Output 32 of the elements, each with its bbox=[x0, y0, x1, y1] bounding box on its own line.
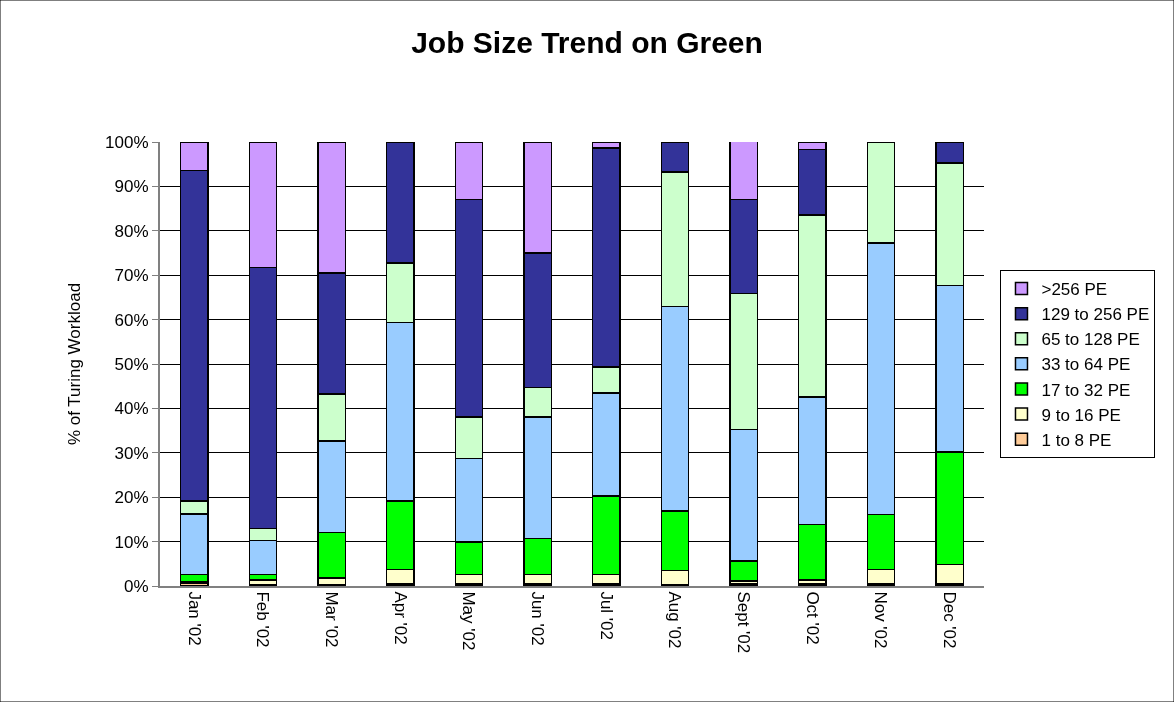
y-tick-label: 0% bbox=[124, 576, 149, 596]
legend-label: 129 to 256 PE bbox=[1041, 305, 1150, 325]
x-tick-label: Mar '02 bbox=[322, 591, 342, 648]
chart-title: Job Size Trend on Green bbox=[411, 25, 763, 59]
y-tick-label: 100% bbox=[105, 132, 149, 152]
x-tick-label: Jul '02 bbox=[596, 591, 616, 641]
x-tick-label: Feb '02 bbox=[253, 591, 273, 648]
y-tick-label: 80% bbox=[114, 221, 149, 241]
x-tick-label: Jan '02 bbox=[184, 591, 204, 646]
y-tick-label: 90% bbox=[114, 177, 149, 197]
x-tick-label: Nov '02 bbox=[871, 591, 891, 649]
y-tick-label: 60% bbox=[114, 310, 149, 330]
x-tick-label: Apr '02 bbox=[390, 591, 410, 645]
x-tick-label: Aug '02 bbox=[665, 591, 685, 649]
y-axis-title: % of Turing Workload bbox=[65, 282, 85, 446]
legend-label: 33 to 64 PE bbox=[1041, 355, 1131, 375]
y-tick-label: 40% bbox=[114, 399, 149, 419]
y-tick-label: 50% bbox=[114, 354, 149, 374]
x-tick-label: May '02 bbox=[459, 591, 479, 651]
x-tick-label: Sept '02 bbox=[734, 591, 754, 654]
legend-label: 1 to 8 PE bbox=[1041, 430, 1112, 450]
legend-label: 17 to 32 PE bbox=[1041, 380, 1131, 400]
x-tick-label: Dec '02 bbox=[940, 591, 960, 649]
y-tick-label: 10% bbox=[114, 532, 149, 552]
legend-label: >256 PE bbox=[1041, 280, 1108, 300]
y-tick-label: 20% bbox=[114, 488, 149, 508]
legend-label: 65 to 128 PE bbox=[1041, 330, 1140, 350]
x-tick-label: Jun '02 bbox=[528, 591, 548, 646]
legend-label: 9 to 16 PE bbox=[1041, 405, 1121, 425]
x-tick-label: Oct '02 bbox=[802, 591, 822, 645]
y-tick-label: 30% bbox=[114, 443, 149, 463]
y-tick-label: 70% bbox=[114, 266, 149, 286]
